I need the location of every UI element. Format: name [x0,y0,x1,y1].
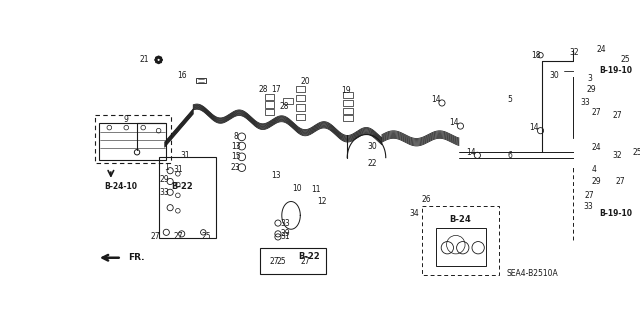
Text: 13: 13 [271,171,280,180]
Circle shape [156,57,158,59]
Text: 16: 16 [177,71,186,80]
Text: 27: 27 [269,257,279,266]
Bar [296,105,305,111]
Text: 22: 22 [368,159,378,167]
Bar [99,123,166,160]
Text: 15: 15 [231,152,241,161]
Text: 1: 1 [164,163,169,172]
Text: 34: 34 [410,209,419,218]
Bar [284,98,292,105]
Text: 32: 32 [612,151,622,160]
Text: 21: 21 [140,55,150,64]
Text: 32: 32 [570,48,579,57]
Text: 30: 30 [550,71,559,80]
Text: 31: 31 [280,233,290,241]
Text: 12: 12 [317,197,326,206]
Text: 33: 33 [280,219,290,227]
Text: 6: 6 [508,151,512,160]
Text: 29: 29 [159,175,169,184]
Bar [265,94,274,100]
Text: B-19-10: B-19-10 [600,66,632,75]
Bar [344,108,353,114]
Text: 4: 4 [592,165,597,174]
Bar [196,78,205,83]
Text: 8: 8 [233,132,238,141]
Bar [436,228,486,266]
Bar [296,114,305,120]
Circle shape [157,61,160,64]
Text: FR.: FR. [128,253,144,262]
Text: 13: 13 [231,142,241,151]
Bar [159,157,216,239]
Bar [573,168,640,240]
Text: B-24: B-24 [449,216,471,225]
Text: 27: 27 [173,233,182,241]
Text: 3: 3 [588,74,592,83]
Text: 25: 25 [620,55,630,64]
Bar [344,115,353,122]
Bar [265,101,274,108]
Text: 25: 25 [633,148,640,157]
Text: 33: 33 [580,99,590,108]
Circle shape [160,59,163,61]
Text: 23: 23 [231,163,241,172]
Circle shape [159,61,162,63]
Text: 29: 29 [280,229,290,238]
Text: 33: 33 [160,188,170,197]
Bar [344,92,353,98]
Text: 31: 31 [174,165,184,174]
Text: 11: 11 [311,185,321,194]
Text: 29: 29 [591,177,601,186]
Text: 17: 17 [271,85,280,93]
Text: 9: 9 [124,115,129,124]
Text: B-22: B-22 [298,252,319,262]
Text: 28: 28 [280,102,289,111]
Text: 25: 25 [277,257,287,266]
Bar [422,206,499,275]
Text: 24: 24 [591,143,601,152]
Text: 28: 28 [259,85,268,93]
Bar [344,100,353,106]
Text: 27: 27 [150,233,161,241]
Bar [296,95,305,101]
Text: B-19-10: B-19-10 [600,209,632,218]
Text: B-24-10: B-24-10 [105,182,138,191]
Text: 27: 27 [612,111,622,120]
Bar [265,109,274,115]
Text: 27: 27 [300,257,310,266]
Bar [95,115,171,163]
Text: 14: 14 [467,148,476,157]
Circle shape [159,57,162,59]
Text: 27: 27 [591,108,601,117]
Text: 18: 18 [531,51,541,60]
Circle shape [155,59,157,61]
Text: 27: 27 [616,177,625,186]
Text: 14: 14 [529,123,539,132]
Circle shape [156,61,158,63]
Text: 30: 30 [368,142,378,151]
Bar [296,86,305,92]
Text: 24: 24 [596,45,606,54]
Text: 14: 14 [431,95,440,104]
Bar [573,77,640,138]
Text: 33: 33 [584,202,593,211]
Text: 5: 5 [508,95,512,104]
Text: 31: 31 [180,151,190,160]
Circle shape [157,56,160,58]
Text: 29: 29 [586,85,596,93]
Text: 25: 25 [202,233,211,241]
Text: 10: 10 [292,184,302,193]
Text: 26: 26 [422,196,431,204]
Text: SEA4-B2510A: SEA4-B2510A [507,270,559,278]
Bar [260,248,326,274]
Text: 14: 14 [449,118,459,128]
Text: B-22: B-22 [171,182,193,191]
Text: 27: 27 [585,191,595,200]
Text: 20: 20 [300,77,310,86]
Text: 19: 19 [342,86,351,95]
